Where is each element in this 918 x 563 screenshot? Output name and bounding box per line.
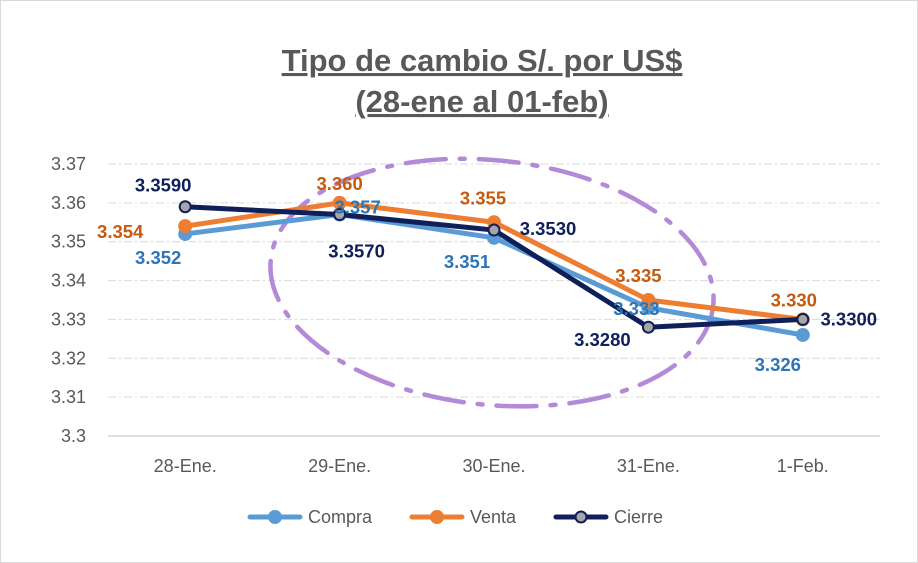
data-label-compra: 3.351 [444,251,490,272]
data-label-venta: 3.360 [316,173,362,194]
point-cierre [641,320,655,334]
y-tick-label: 3.32 [51,348,86,368]
x-tick-label: 31-Ene. [617,456,680,476]
point-cierre [487,223,501,237]
data-label-compra: 3.352 [135,247,181,268]
point-compra [795,327,810,342]
x-tick-label: 28-Ene. [154,456,217,476]
y-tick-label: 3.31 [51,387,86,407]
data-label-venta: 3.355 [460,187,506,208]
data-label-compra: 3.333 [613,298,659,319]
data-label-venta: 3.354 [97,221,144,242]
y-axis-tick-labels: 3.3 3.31 3.32 3.33 3.34 3.35 3.36 3.37 [51,154,86,446]
y-tick-label: 3.37 [51,154,86,174]
series-layer [178,195,810,342]
legend-marker-venta [430,510,444,524]
legend-marker-compra [268,510,282,524]
legend-label-venta: Venta [470,507,517,527]
point-venta [178,219,193,234]
chart-title-line-2: (28-ene al 01-feb) [355,84,608,119]
data-label-cierre: 3.3280 [574,329,631,350]
y-tick-label: 3.3 [61,426,86,446]
point-cierre [178,200,192,214]
x-tick-label: 30-Ene. [462,456,525,476]
y-tick-label: 3.36 [51,193,86,213]
x-axis-tick-labels: 28-Ene. 29-Ene. 30-Ene. 31-Ene. 1-Feb. [154,456,829,476]
point-cierre [333,208,347,222]
x-tick-label: 29-Ene. [308,456,371,476]
legend-label-cierre: Cierre [614,507,663,527]
x-tick-label: 1-Feb. [777,456,829,476]
data-label-venta: 3.330 [771,289,817,310]
y-tick-label: 3.34 [51,271,86,291]
legend: Compra Venta Cierre [247,507,663,527]
data-label-cierre: 3.3530 [520,218,577,239]
data-labels: 3.352 3.357 3.351 3.333 3.326 3.354 3.360 3.355… [97,173,877,375]
point-cierre [796,312,810,326]
chart-title-line-1: Tipo de cambio S/. por US$ [282,43,683,78]
chart-title: Tipo de cambio S/. por US$ (28-ene al 01… [282,43,683,119]
y-tick-label: 3.33 [51,309,86,329]
legend-label-compra: Compra [308,507,373,527]
data-label-venta: 3.335 [615,265,661,286]
data-label-compra: 3.357 [334,197,380,218]
data-label-cierre: 3.3570 [328,241,385,262]
data-label-cierre: 3.3300 [821,308,878,329]
point-venta [641,293,656,307]
data-label-cierre: 3.3590 [135,175,192,196]
data-label-compra: 3.326 [755,354,801,375]
y-tick-label: 3.35 [51,232,86,252]
legend-marker-cierre [574,510,588,524]
